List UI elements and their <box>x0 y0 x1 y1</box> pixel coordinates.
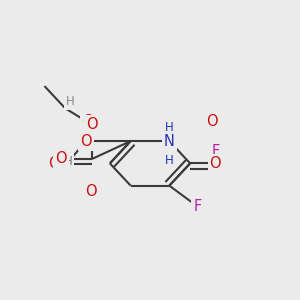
Text: F: F <box>194 199 202 214</box>
Text: F: F <box>211 144 220 159</box>
Text: O: O <box>85 184 96 199</box>
Text: O: O <box>55 152 67 166</box>
Text: O: O <box>210 156 221 171</box>
Text: H: H <box>64 155 73 168</box>
Text: O: O <box>207 114 218 129</box>
Text: O: O <box>82 114 93 129</box>
Text: O: O <box>80 134 92 148</box>
Text: N: N <box>164 134 175 148</box>
Text: O: O <box>49 156 60 171</box>
Text: N: N <box>164 136 175 152</box>
Text: H: H <box>165 121 174 134</box>
Text: H: H <box>165 154 174 167</box>
Text: H: H <box>66 95 75 108</box>
Text: O: O <box>86 117 98 132</box>
